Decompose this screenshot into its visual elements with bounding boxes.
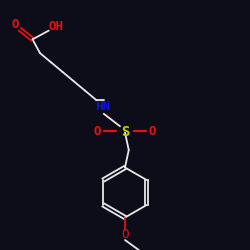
- Text: O: O: [94, 125, 101, 138]
- Text: S: S: [121, 126, 129, 140]
- Text: OH: OH: [49, 20, 64, 33]
- Text: O: O: [121, 228, 129, 241]
- Text: O: O: [149, 125, 156, 138]
- Text: O: O: [12, 18, 19, 31]
- Text: HN: HN: [95, 100, 110, 113]
